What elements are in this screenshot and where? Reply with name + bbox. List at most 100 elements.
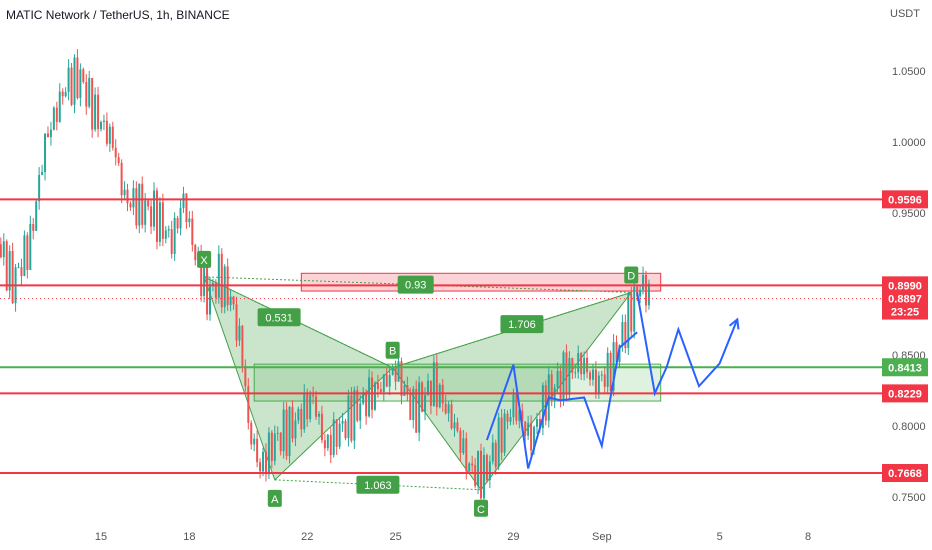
candle-body [20, 267, 23, 276]
candle-body [238, 325, 241, 341]
pattern-point-a-badge [267, 489, 282, 507]
candle-body [630, 293, 633, 332]
candle-body [153, 190, 156, 227]
candle-body [418, 382, 421, 433]
candle-body [250, 422, 253, 445]
candle-body [138, 183, 141, 226]
candle-body [32, 223, 35, 231]
candle-body [155, 190, 158, 242]
candle-body [259, 462, 262, 472]
candle-body [447, 404, 450, 414]
candle-body [471, 463, 474, 466]
candle-body [571, 358, 574, 373]
candle-body [111, 126, 114, 148]
candle-body [144, 200, 147, 225]
candle-body [100, 122, 102, 130]
candle-body [170, 229, 173, 254]
candle-body [477, 450, 480, 486]
candle-body [2, 241, 5, 258]
candle-body [521, 410, 524, 422]
level-price-label: 0.8990 [888, 280, 922, 292]
candle-body [618, 345, 621, 363]
candle-body [341, 420, 344, 424]
candle-body [568, 358, 571, 395]
candle-body [29, 223, 32, 270]
candle-body [262, 451, 265, 472]
ratio-label: 1.063 [364, 480, 392, 492]
candle-body [550, 374, 553, 402]
candle-body [17, 267, 20, 269]
candle-body [412, 388, 415, 421]
candle-body [291, 406, 294, 439]
candle-body [385, 374, 388, 387]
candle-body [647, 283, 650, 306]
ratio-label: 1.706 [508, 319, 536, 331]
candle-body [426, 380, 429, 395]
candle-body [353, 390, 356, 441]
y-tick-label: 0.7500 [892, 492, 926, 504]
candle-body [376, 382, 379, 390]
level-price-tag [882, 384, 928, 403]
candle-body [85, 82, 88, 107]
level-price-tag [882, 464, 928, 483]
candle-body [639, 289, 642, 297]
candle-body [347, 395, 350, 439]
candle-body [642, 274, 645, 290]
candle-body [456, 422, 459, 431]
candle-body [303, 392, 306, 430]
candle-body [23, 235, 26, 276]
candle-body [530, 423, 533, 451]
candle-body [332, 419, 335, 456]
candle-body [553, 387, 556, 402]
candle-body [382, 374, 385, 393]
candle-body [185, 193, 188, 223]
candle-body [256, 438, 259, 463]
candle-body [394, 366, 397, 382]
x-tick-label: 29 [507, 531, 519, 543]
candle-body [141, 183, 144, 225]
chart-title: MATIC Network / TetherUS, 1h, BINANCE [6, 8, 230, 22]
y-tick-label: 0.9500 [892, 208, 926, 220]
ratio-label: 0.531 [265, 312, 293, 324]
fractal-path [485, 331, 638, 469]
candle-body [206, 266, 209, 315]
candle-body [344, 420, 347, 439]
candle-body [323, 440, 326, 449]
candle-body [294, 420, 297, 439]
candle-body [67, 67, 70, 92]
candle-body [194, 244, 197, 261]
candle-body [494, 442, 497, 467]
candle-body [253, 438, 256, 445]
candle-body [309, 395, 312, 420]
candle-body [527, 423, 530, 436]
candle-body [335, 419, 338, 447]
candle-body [450, 404, 453, 429]
ratio-badge [500, 315, 544, 334]
candle-body [329, 434, 332, 456]
candle-body [214, 283, 217, 298]
candle-body [38, 174, 41, 202]
candle-body [76, 57, 79, 99]
candle-body [509, 417, 512, 422]
candle-body [373, 382, 376, 410]
projection-path [636, 292, 739, 397]
candle-body [182, 193, 185, 208]
candle-body [244, 365, 247, 387]
x-tick-label: 25 [389, 531, 401, 543]
candle-body [241, 325, 244, 366]
candle-body [424, 394, 427, 412]
candle-body [158, 202, 161, 242]
candle-body [415, 388, 418, 433]
candle-body [615, 342, 618, 363]
candle-body [173, 217, 176, 254]
ratio-label: 0.93 [405, 280, 426, 292]
candle-body [594, 369, 597, 393]
candle-body [586, 357, 589, 373]
candle-body [114, 147, 117, 158]
candle-body [589, 372, 592, 380]
candle-body [220, 253, 223, 308]
candle-body [102, 120, 105, 123]
pattern-point-b-label: B [389, 346, 396, 358]
